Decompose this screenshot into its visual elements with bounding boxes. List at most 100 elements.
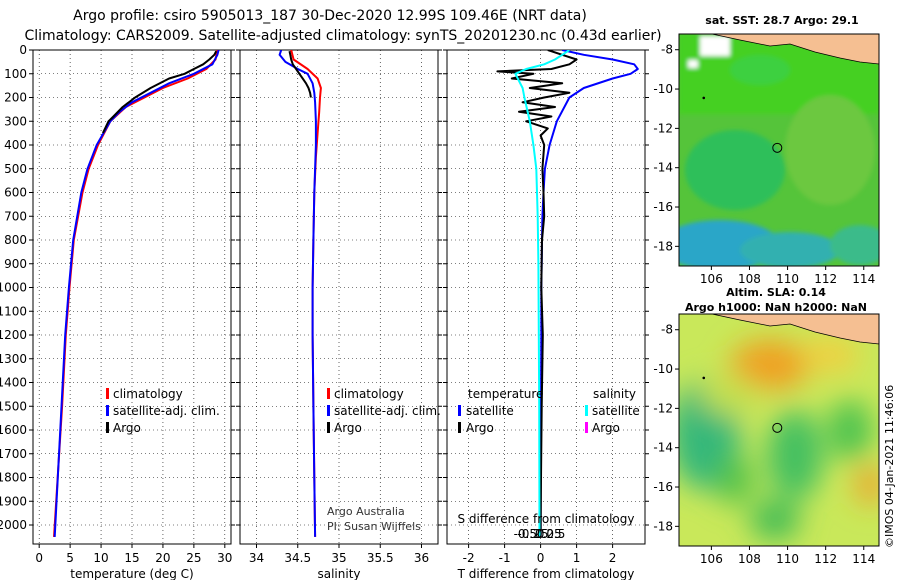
float-position-marker	[772, 142, 783, 153]
header-title: Argo profile: csiro 5905013_187 30-Dec-2…	[73, 8, 587, 24]
plot-frame	[446, 49, 646, 545]
y-tick-label: 1100	[0, 304, 27, 318]
legend-label-s-argo: Argo	[592, 421, 620, 435]
legend-swatch-satellite	[106, 405, 109, 416]
legend-label-t-argo: Argo	[466, 421, 494, 435]
legend-swatch-s-argo	[585, 422, 588, 433]
legend-label-satellite: satellite-adj. clim.	[113, 404, 220, 418]
legend-swatch-s-satellite	[585, 405, 588, 416]
legend-label-climatology: climatology	[113, 387, 183, 401]
sla-map-frame	[678, 313, 880, 547]
sst-map-field	[679, 34, 879, 266]
difference-legend: temperature salinity satellite Argo sate…	[458, 387, 640, 435]
map-y-tick-label: -18	[653, 519, 673, 533]
x-tick-label: 30	[217, 551, 232, 565]
map-y-tick-label: -10	[653, 362, 673, 376]
series-line-argo-temperature	[496, 50, 578, 537]
salinity-legend: climatology satellite-adj. clim. Argo Ar…	[327, 387, 441, 533]
series-line-satellite-adj-clim	[53, 50, 220, 537]
map-y-tick-label: -14	[653, 161, 673, 175]
y-tick-label: 600	[4, 186, 27, 200]
float-position-marker	[772, 422, 783, 433]
x-axis-label: salinity	[317, 567, 360, 580]
legend-swatch-satellite	[327, 405, 330, 416]
prior-position-marker	[702, 376, 706, 380]
credit-argo-australia: Argo Australia	[327, 505, 405, 518]
legend-label-s-satellite: satellite	[592, 404, 640, 418]
map-y-tick-label: -12	[653, 121, 673, 135]
y-tick-label: 1000	[0, 281, 27, 295]
y-tick-label: 800	[4, 233, 27, 247]
map-y-tick-label: -8	[661, 43, 673, 57]
sst-map: sat. SST: 28.7 Argo: 29.1 106 108 110 112 11…	[653, 14, 880, 286]
map-y-tick-label: -16	[653, 200, 673, 214]
y-tick-label: 2000	[0, 518, 27, 532]
legend-label-t-satellite: satellite	[466, 404, 514, 418]
secondary-tick-label: -0.25	[517, 527, 548, 541]
y-tick-label: 100	[4, 67, 27, 81]
map-x-tick-label: 110	[776, 552, 799, 566]
y-tick-label: 300	[4, 114, 27, 128]
legend-swatch-climatology	[327, 388, 330, 399]
header-subtitle: Climatology: CARS2009. Satellite-adjuste…	[24, 28, 661, 44]
legend-swatch-t-argo	[458, 422, 461, 433]
map-x-tick-label: 114	[852, 272, 875, 286]
legend-swatch-t-satellite	[458, 405, 461, 416]
secondary-tick-label: 0	[537, 527, 545, 541]
y-tick-label: 900	[4, 257, 27, 271]
series-line-satellite-adj-clim	[278, 50, 317, 537]
x-tick-label: 1	[573, 551, 581, 565]
x-tick-label: -2	[463, 551, 475, 565]
series-line-argo	[288, 50, 312, 98]
y-tick-label: 1500	[0, 399, 27, 413]
x-tick-label: 35.5	[367, 551, 394, 565]
y-tick-label: 400	[4, 138, 27, 152]
sst-map-frame	[678, 33, 880, 267]
sst-map-title: sat. SST: 28.7 Argo: 29.1	[705, 14, 858, 27]
legend-label-argo: Argo	[334, 421, 362, 435]
y-tick-label: 1800	[0, 471, 27, 485]
salinity-panel: 34 34.5 35 35.5 36 salinity	[236, 49, 442, 581]
legend-title-temperature: temperature	[468, 387, 543, 401]
x-axis-label: temperature (deg C)	[70, 567, 193, 580]
sla-map: Altim. SLA: 0.14 Argo h1000: NaN h2000: …	[653, 286, 880, 566]
series-line-satellite-temperature	[539, 50, 639, 537]
map-x-tick-label: 106	[700, 272, 723, 286]
sla-map-field	[679, 314, 879, 546]
y-tick-label: 700	[4, 209, 27, 223]
sla-map-title: Altim. SLA: 0.14	[726, 286, 826, 299]
secondary-tick-label: 0.5	[546, 527, 565, 541]
map-x-tick-label: 110	[776, 272, 799, 286]
temperature-panel: 0 5 10 15 20 25 300100200300400500600700800900…	[0, 43, 235, 581]
map-x-tick-label: 112	[814, 272, 837, 286]
credit-pi: PI: Susan Wijffels	[327, 520, 421, 533]
x-tick-label: 34.5	[284, 551, 311, 565]
x-tick-label: 5	[66, 551, 74, 565]
y-tick-label: 1300	[0, 352, 27, 366]
y-tick-label: 0	[19, 43, 27, 57]
x-tick-label: 20	[155, 551, 170, 565]
secondary-tick-label: 0.25	[535, 527, 562, 541]
map-y-tick-label: -8	[661, 323, 673, 337]
map-x-tick-label: 112	[814, 552, 837, 566]
legend-title-salinity: salinity	[593, 387, 636, 401]
legend-swatch-climatology	[106, 388, 109, 399]
map-x-tick-label: 106	[700, 552, 723, 566]
legend-label-climatology: climatology	[334, 387, 404, 401]
legend-swatch-argo	[327, 422, 330, 433]
legend-swatch-argo	[106, 422, 109, 433]
map-y-tick-label: -14	[653, 441, 673, 455]
x-tick-label: 0	[35, 551, 43, 565]
x-tick-label: 10	[93, 551, 108, 565]
secondary-axis-label: S difference from climatology	[458, 512, 635, 526]
x-tick-label: 2	[609, 551, 617, 565]
legend-label-argo: Argo	[113, 421, 141, 435]
map-y-tick-label: -16	[653, 480, 673, 494]
series-line-climatology	[53, 50, 219, 537]
map-x-tick-label: 108	[738, 552, 761, 566]
x-tick-label: 34	[249, 551, 264, 565]
difference-panel: -2 -1 0 1 2 T difference from climatology S di…	[443, 49, 649, 581]
x-tick-label: 35	[331, 551, 346, 565]
x-tick-label: -1	[499, 551, 511, 565]
y-tick-label: 500	[4, 162, 27, 176]
